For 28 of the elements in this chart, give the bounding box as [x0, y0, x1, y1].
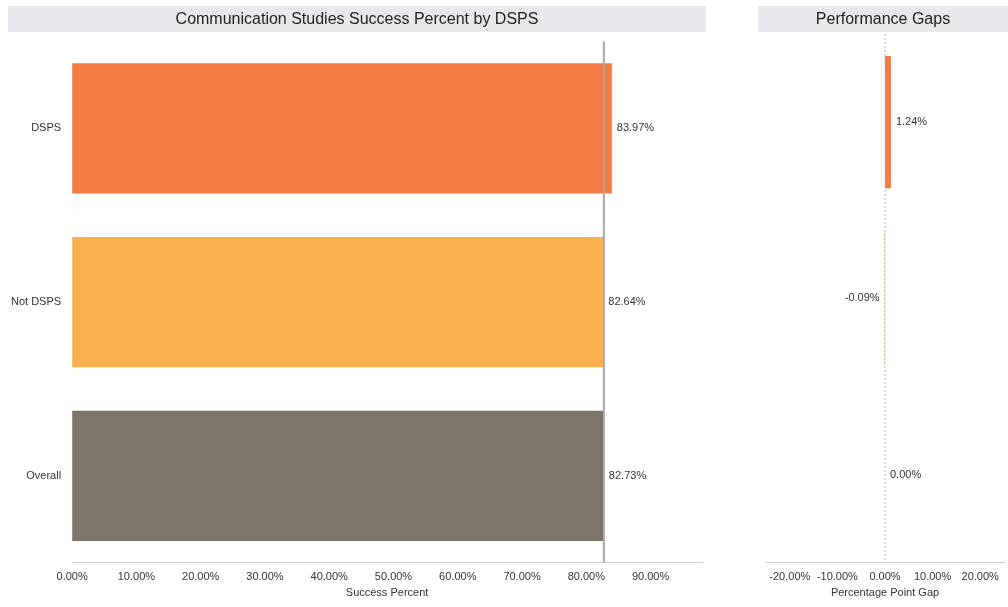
x-axis-title: Percentage Point Gap: [830, 586, 940, 599]
x-tick-label: 30.00%: [246, 570, 284, 583]
x-tick-label: 20.00%: [961, 570, 1000, 583]
x-tick-label: 50.00%: [374, 570, 413, 583]
x-tick-label: -20.00%: [769, 570, 811, 583]
x-axis-title: Success Percent: [345, 586, 429, 599]
x-tick-label: 70.00%: [503, 570, 541, 583]
y-tick-label: Not DSPS: [10, 295, 62, 308]
data-label: -0.09%: [844, 291, 880, 304]
x-tick-label: 60.00%: [439, 570, 477, 583]
chart-title: Communication Studies Success Percent by DSPS: [8, 6, 706, 32]
x-tick-label: -10.00%: [816, 570, 859, 583]
x-tick-label: 10.00%: [913, 570, 952, 583]
x-tick-label: 0.00%: [56, 570, 88, 583]
x-tick-label: 0.00%: [869, 570, 901, 583]
x-tick-label: 20.00%: [182, 570, 220, 583]
x-tick-label: 90.00%: [631, 570, 670, 583]
data-label: 82.73%: [608, 468, 647, 481]
data-label: 82.64%: [608, 295, 646, 308]
x-tick-label: 10.00%: [117, 570, 156, 583]
data-label: 1.24%: [895, 115, 928, 128]
data-label: 0.00%: [890, 467, 922, 480]
data-label: 83.97%: [616, 121, 655, 134]
x-tick-label: 80.00%: [567, 570, 606, 583]
y-tick-label: Overall: [26, 468, 62, 481]
y-tick-label: DSPS: [31, 121, 62, 134]
chart-title: Performance Gaps: [758, 6, 1008, 32]
x-tick-label: 40.00%: [310, 570, 349, 583]
